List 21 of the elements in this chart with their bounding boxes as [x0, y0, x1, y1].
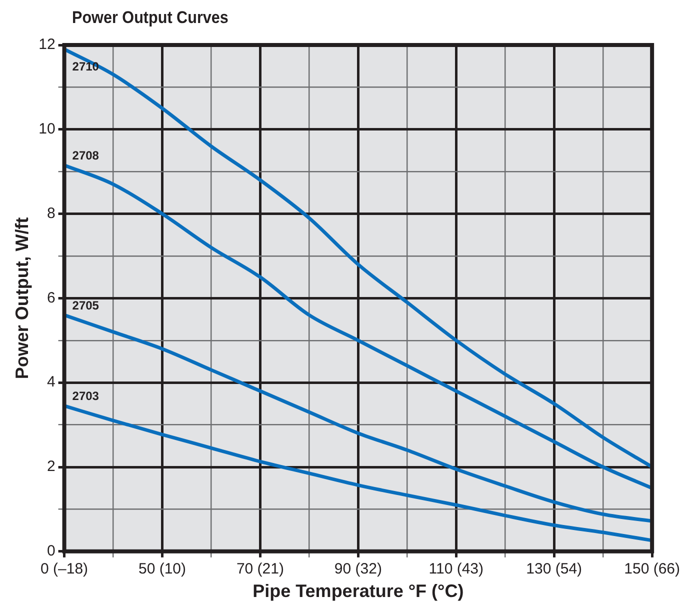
y-tick-label: 12: [38, 36, 56, 54]
chart-title: Power Output Curves: [72, 8, 228, 28]
y-tick-label: 4: [46, 374, 56, 391]
series-label: 2703: [72, 389, 100, 404]
x-tick-label: 70 (21): [236, 560, 284, 578]
y-tick-label: 8: [46, 204, 56, 222]
y-tick-label: 10: [38, 120, 56, 138]
x-tick-label: 110 (43): [428, 560, 484, 578]
x-tick-label: 150 (66): [624, 560, 680, 578]
x-tick-label: 0 (–18): [40, 560, 88, 578]
series-label: 2708: [72, 148, 100, 163]
x-axis-title: Pipe Temperature °F (°C): [252, 581, 464, 602]
y-tick-label: 6: [46, 289, 56, 306]
series-label: 2710: [72, 60, 100, 74]
x-tick-label: 50 (10): [138, 560, 186, 578]
x-tick-label: 90 (32): [334, 560, 382, 578]
y-tick-label: 2: [46, 458, 56, 476]
x-tick-label: 130 (54): [526, 560, 582, 578]
series-label: 2705: [72, 298, 100, 312]
y-axis-title: Power Output, W/ft: [12, 217, 32, 380]
y-tick-label: 0: [46, 542, 56, 560]
